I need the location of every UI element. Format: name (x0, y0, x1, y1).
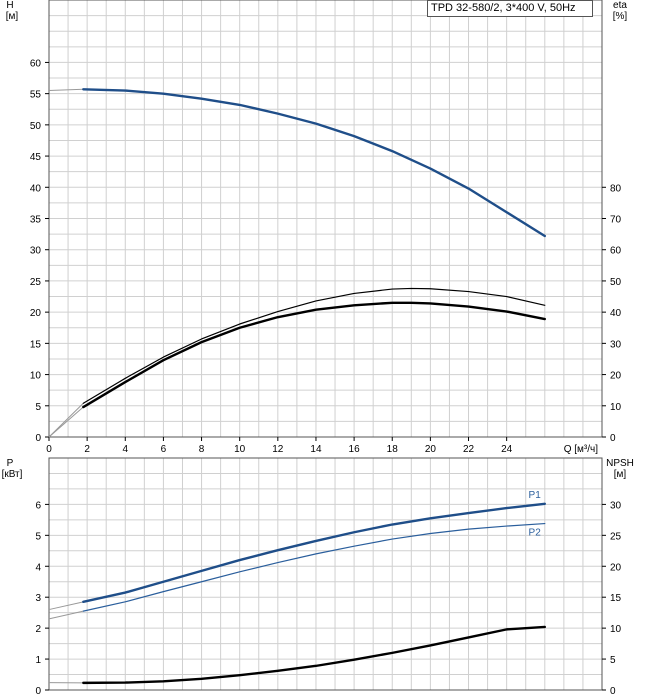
head-efficiency-y-right-tick-label: 20 (610, 371, 622, 382)
head-efficiency-y-right-tick-label: 40 (610, 308, 622, 319)
power-npsh-series-1-extrapolation (48, 610, 84, 620)
head-efficiency-y-right-tick-label: 70 (610, 215, 622, 226)
head-efficiency-series-2-extrapolation (48, 406, 84, 438)
head-efficiency-x-tick-label: 4 (122, 444, 128, 455)
head-efficiency-series-1-line (82, 287, 546, 404)
head-efficiency-y-left-title: H (6, 0, 13, 11)
head-efficiency-y-left-tick-label: 45 (30, 152, 42, 163)
head-efficiency-y-right-tick-label: 30 (610, 339, 622, 350)
power-npsh-y-right-tick-label: 0 (610, 686, 616, 697)
head-efficiency-x-tick-label: 16 (349, 444, 361, 455)
head-efficiency-x-tick-label: 22 (463, 444, 475, 455)
head-efficiency-y-right-tick-label: 80 (610, 183, 622, 194)
power-npsh-y-right-tick-label: 25 (610, 531, 622, 542)
power-npsh-y-left-title: P (7, 458, 14, 469)
power-npsh-series-label-P2: P2 (529, 528, 542, 539)
power-npsh-y-right-tick-label: 10 (610, 624, 622, 635)
head-efficiency-series-0-line (82, 88, 546, 238)
chart-title-box: TPD 32-580/2, 3*400 V, 50Hz (427, 0, 593, 17)
head-efficiency-y-left-tick-label: 10 (30, 371, 42, 382)
head-efficiency-x-tick-label: 0 (46, 444, 52, 455)
head-efficiency-y-left-tick-label: 5 (35, 402, 41, 413)
head-efficiency-y-left-tick-label: 50 (30, 121, 42, 132)
power-npsh-y-right-title: NPSH (606, 458, 634, 469)
head-efficiency-x-tick-label: 24 (501, 444, 513, 455)
head-efficiency-y-left-tick-label: 0 (35, 433, 41, 444)
power-npsh-y-right-tick-label: 15 (610, 593, 622, 604)
power-npsh-y-right-tick-label: 5 (610, 655, 616, 666)
power-npsh-y-right-tick-label: 20 (610, 562, 622, 573)
head-efficiency-x-tick-label: 2 (84, 444, 90, 455)
chart-title: TPD 32-580/2, 3*400 V, 50Hz (431, 2, 576, 14)
head-efficiency-y-left-tick-label: 30 (30, 246, 42, 257)
head-efficiency-y-left-tick-label: 60 (30, 58, 42, 69)
power-npsh-series-label-P1: P1 (529, 490, 542, 501)
power-npsh-y-left-tick-label: 0 (35, 686, 41, 697)
head-efficiency-y-left-tick-label: 15 (30, 339, 42, 350)
head-efficiency-y-left-tick-label: 40 (30, 183, 42, 194)
head-efficiency-x-tick-label: 6 (161, 444, 167, 455)
head-efficiency-series-0-extrapolation (48, 88, 84, 92)
power-npsh-y-left-unit: [кВт] (2, 469, 23, 480)
head-efficiency-y-left-tick-label: 35 (30, 215, 42, 226)
head-efficiency-y-right-tick-label: 0 (610, 433, 616, 444)
power-npsh-frame (48, 457, 603, 691)
head-efficiency-y-left-tick-label: 20 (30, 308, 42, 319)
head-efficiency-x-tick-label: 14 (310, 444, 322, 455)
power-npsh-y-left-tick-label: 5 (35, 531, 41, 542)
power-npsh-series-2-line (82, 625, 546, 685)
power-npsh-y-left-tick-label: 4 (35, 562, 41, 573)
head-efficiency-x-tick-label: 12 (272, 444, 284, 455)
power-npsh-series-1-line (82, 522, 546, 612)
power-npsh-y-left-tick-label: 2 (35, 624, 41, 635)
head-efficiency-y-left-tick-label: 25 (30, 277, 42, 288)
head-efficiency-series-2-line (82, 301, 546, 409)
head-efficiency-y-right-title: eta (613, 0, 627, 11)
power-npsh-series-0-extrapolation (48, 601, 84, 611)
head-efficiency-x-tick-label: 20 (425, 444, 437, 455)
head-efficiency-x-tick-label: 8 (199, 444, 205, 455)
power-npsh-y-right-unit: [м] (614, 469, 627, 480)
power-npsh-y-right-tick-label: 30 (610, 500, 622, 511)
head-efficiency-y-left-unit: [м] (6, 11, 19, 22)
head-efficiency-x-axis-label: Q [м³/ч] (564, 444, 599, 455)
head-efficiency-x-tick-label: 18 (387, 444, 399, 455)
power-npsh-series-0-line (82, 502, 546, 604)
power-npsh-y-left-tick-label: 6 (35, 500, 41, 511)
power-npsh-y-left-tick-label: 3 (35, 593, 41, 604)
head-efficiency-y-right-tick-label: 10 (610, 402, 622, 413)
head-efficiency-y-right-unit: [%] (613, 11, 628, 22)
head-efficiency-x-tick-label: 10 (234, 444, 246, 455)
power-npsh-y-left-tick-label: 1 (35, 655, 41, 666)
head-efficiency-y-right-tick-label: 60 (610, 246, 622, 257)
head-efficiency-y-left-tick-label: 55 (30, 90, 42, 101)
head-efficiency-y-right-tick-label: 50 (610, 277, 622, 288)
